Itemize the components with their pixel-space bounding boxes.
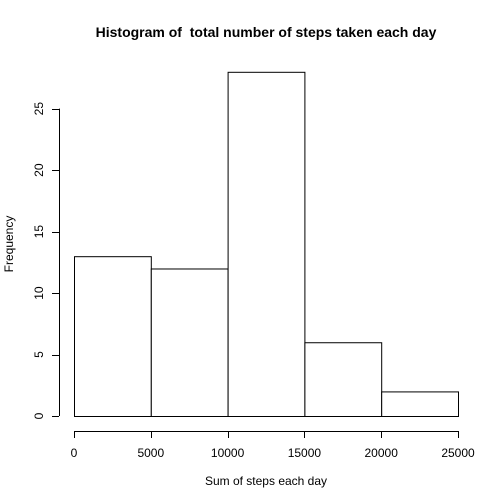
x-tick-label: 10000 bbox=[211, 446, 245, 460]
x-tick-label: 15000 bbox=[288, 446, 322, 460]
histogram-bar bbox=[304, 342, 383, 418]
y-axis: 0 5 10 15 20 25 bbox=[32, 102, 60, 419]
y-tick-label: 0 bbox=[32, 412, 46, 419]
y-tick-label: 25 bbox=[32, 102, 46, 116]
x-axis: 0 5000 10000 15000 20000 25000 bbox=[71, 431, 475, 460]
x-axis-label: Sum of steps each day bbox=[205, 474, 327, 488]
histogram-bar bbox=[74, 256, 152, 417]
x-tick-label: 5000 bbox=[137, 446, 164, 460]
histogram-bar bbox=[150, 268, 229, 417]
x-tick-label: 0 bbox=[71, 446, 78, 460]
chart-title: Histogram of total number of steps taken… bbox=[96, 24, 437, 40]
y-tick-label: 10 bbox=[32, 286, 46, 300]
y-axis-label: Frequency bbox=[2, 216, 16, 273]
x-tick-label: 20000 bbox=[365, 446, 399, 460]
histogram-bar bbox=[381, 391, 460, 418]
y-tick-label: 15 bbox=[32, 225, 46, 239]
x-tick-label: 25000 bbox=[441, 446, 475, 460]
bars-group bbox=[74, 71, 460, 418]
histogram-bar bbox=[227, 71, 306, 417]
y-tick-label: 20 bbox=[32, 163, 46, 177]
y-tick-label: 5 bbox=[32, 351, 46, 358]
